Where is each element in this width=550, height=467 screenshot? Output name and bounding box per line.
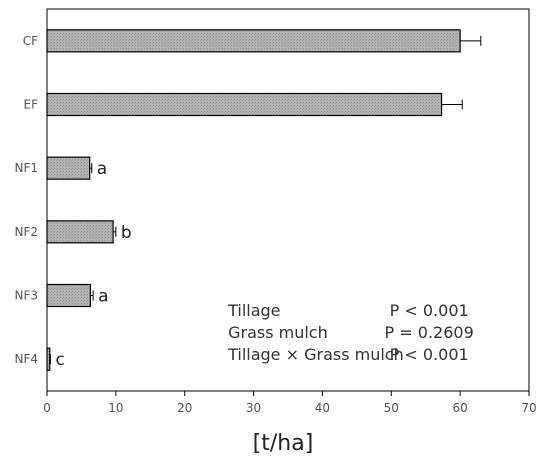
bar-ef: [46, 92, 443, 117]
bar-nf2: [46, 220, 114, 244]
bar-cf: [46, 29, 461, 53]
bar-nf3: [46, 283, 91, 308]
bar-nf1: [46, 156, 91, 180]
x-tick-label: 70: [521, 401, 536, 415]
annotation-factor: Tillage: [227, 301, 280, 320]
bar-nf4: [46, 347, 51, 371]
y-tick-label-nf2: NF2: [14, 225, 38, 239]
significance-letter-nf1: a: [97, 159, 107, 179]
significance-letter-nf4: c: [55, 350, 64, 370]
y-tick-label-ef: EF: [24, 98, 39, 112]
x-axis-label: [t/ha]: [253, 431, 314, 456]
annotation-p-value: P = 0.2609: [385, 323, 474, 342]
plot-frame: [46, 8, 530, 392]
x-tick-label: 50: [384, 401, 399, 415]
significance-letter-nf2: b: [121, 223, 132, 243]
x-tick-label: 60: [453, 401, 468, 415]
bars-layer: a b a c: [46, 29, 482, 371]
x-tick-label: 30: [246, 401, 261, 415]
annotations-layer: Tillage P < 0.001 Grass mulch P = 0.2609 Til…: [227, 301, 474, 364]
annotation-p-value: P < 0.001: [390, 301, 469, 320]
x-tick-label: 0: [43, 401, 51, 415]
annotation-factor: Tillage × Grass mulch: [227, 345, 404, 364]
y-tick-label-nf1: NF1: [14, 161, 38, 175]
annotation-factor: Grass mulch: [228, 323, 328, 342]
y-tick-label-nf4: NF4: [14, 352, 38, 366]
significance-letter-nf3: a: [98, 287, 108, 307]
y-tick-label-cf: CF: [23, 34, 38, 48]
x-tick-label: 40: [315, 401, 330, 415]
x-tick-label: 10: [108, 401, 123, 415]
annotation-p-value: P < 0.001: [390, 345, 469, 364]
x-tick-label: 20: [177, 401, 192, 415]
y-tick-label-nf3: NF3: [14, 289, 38, 303]
ticks-layer: CF EF NF1 NF2 NF3 NF4 0 10 20 30 40 50 60 70: [14, 34, 536, 415]
